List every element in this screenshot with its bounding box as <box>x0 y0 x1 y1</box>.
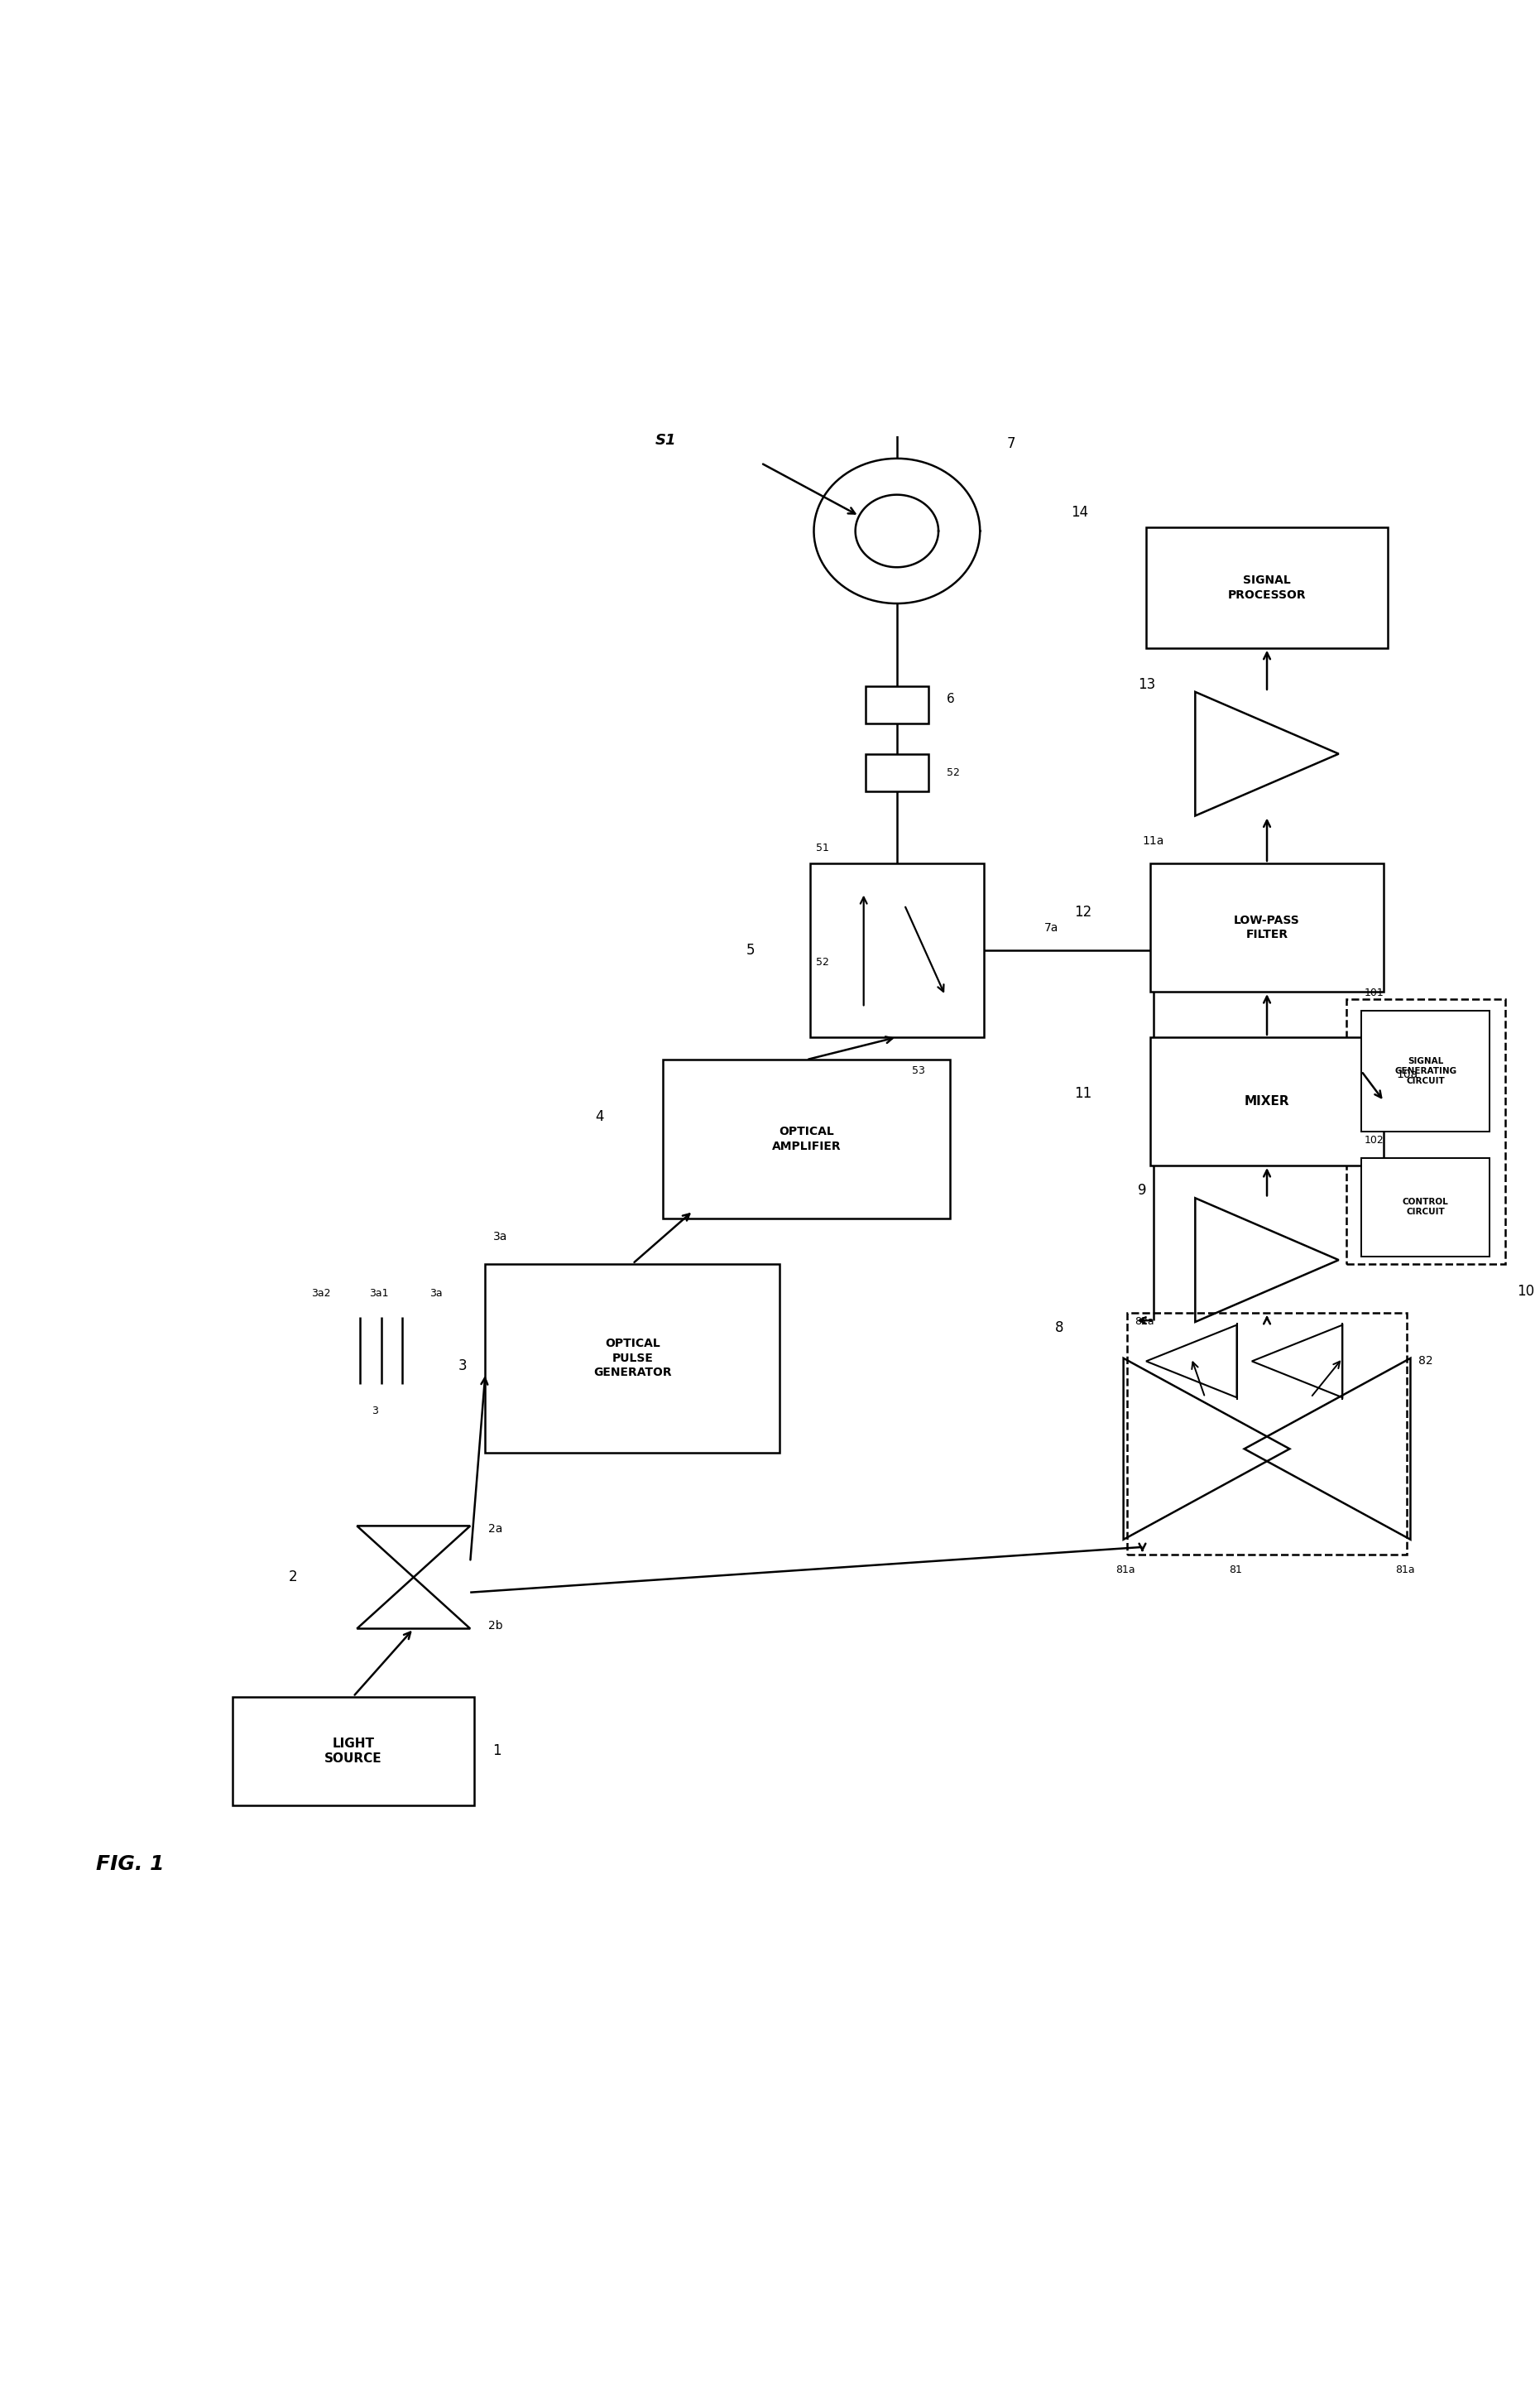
Text: 82a: 82a <box>1135 1316 1155 1328</box>
Text: SIGNAL
PROCESSOR: SIGNAL PROCESSOR <box>1227 575 1306 601</box>
Text: 52: 52 <box>816 956 829 968</box>
Text: 3: 3 <box>459 1359 467 1373</box>
Text: SIGNAL
GENERATING
CIRCUIT: SIGNAL GENERATING CIRCUIT <box>1394 1056 1457 1085</box>
Text: 13: 13 <box>1138 677 1155 691</box>
Text: CONTROL
CIRCUIT: CONTROL CIRCUIT <box>1403 1197 1449 1216</box>
Text: 81: 81 <box>1229 1564 1243 1576</box>
Text: 3a: 3a <box>493 1230 507 1242</box>
Text: 82: 82 <box>1418 1356 1434 1366</box>
Text: LIGHT
SOURCE: LIGHT SOURCE <box>325 1738 382 1764</box>
Text: OPTICAL
PULSE
GENERATOR: OPTICAL PULSE GENERATOR <box>593 1337 671 1378</box>
Bar <box>1150 1037 1384 1166</box>
Text: OPTICAL
AMPLIFIER: OPTICAL AMPLIFIER <box>772 1125 841 1151</box>
Text: 52: 52 <box>947 768 959 777</box>
Text: 12: 12 <box>1075 906 1092 920</box>
Text: 14: 14 <box>1070 505 1089 520</box>
Bar <box>662 1061 950 1218</box>
Text: 2: 2 <box>290 1569 297 1585</box>
Bar <box>865 687 929 725</box>
Text: 7: 7 <box>1007 436 1016 451</box>
Text: 10a: 10a <box>1397 1068 1418 1080</box>
Text: 3a2: 3a2 <box>311 1287 331 1299</box>
Text: 11a: 11a <box>1143 834 1164 846</box>
Text: 81a: 81a <box>1395 1564 1415 1576</box>
Text: 53: 53 <box>912 1066 926 1075</box>
Text: 81a: 81a <box>1116 1564 1135 1576</box>
Text: 11: 11 <box>1075 1087 1092 1101</box>
Bar <box>810 863 984 1037</box>
Text: 6: 6 <box>947 691 955 706</box>
Bar <box>1361 1159 1489 1256</box>
Text: 51: 51 <box>816 844 829 853</box>
Text: 10: 10 <box>1517 1283 1534 1299</box>
Text: 3a1: 3a1 <box>370 1287 388 1299</box>
Text: 2a: 2a <box>488 1523 502 1535</box>
Bar <box>1346 999 1505 1264</box>
Text: 1: 1 <box>493 1743 501 1759</box>
Bar <box>1150 863 1384 992</box>
Bar <box>485 1264 779 1452</box>
Bar <box>1361 1011 1489 1132</box>
Text: S1: S1 <box>654 434 676 448</box>
Text: 101: 101 <box>1364 987 1384 999</box>
Text: MIXER: MIXER <box>1244 1094 1289 1109</box>
Text: LOW-PASS
FILTER: LOW-PASS FILTER <box>1234 915 1300 942</box>
Text: 102: 102 <box>1364 1135 1384 1144</box>
Text: 4: 4 <box>594 1109 604 1123</box>
Bar <box>1127 1314 1406 1554</box>
Text: 2b: 2b <box>488 1619 504 1631</box>
Text: 7a: 7a <box>1044 923 1058 935</box>
Text: 5: 5 <box>747 942 755 958</box>
Text: 9: 9 <box>1138 1182 1146 1197</box>
Text: FIG. 1: FIG. 1 <box>97 1855 165 1874</box>
Text: 3a: 3a <box>430 1287 442 1299</box>
Text: 8: 8 <box>1055 1321 1064 1335</box>
Bar <box>865 753 929 791</box>
Bar <box>233 1697 474 1805</box>
Text: 3: 3 <box>373 1407 379 1416</box>
Bar <box>1146 527 1388 648</box>
